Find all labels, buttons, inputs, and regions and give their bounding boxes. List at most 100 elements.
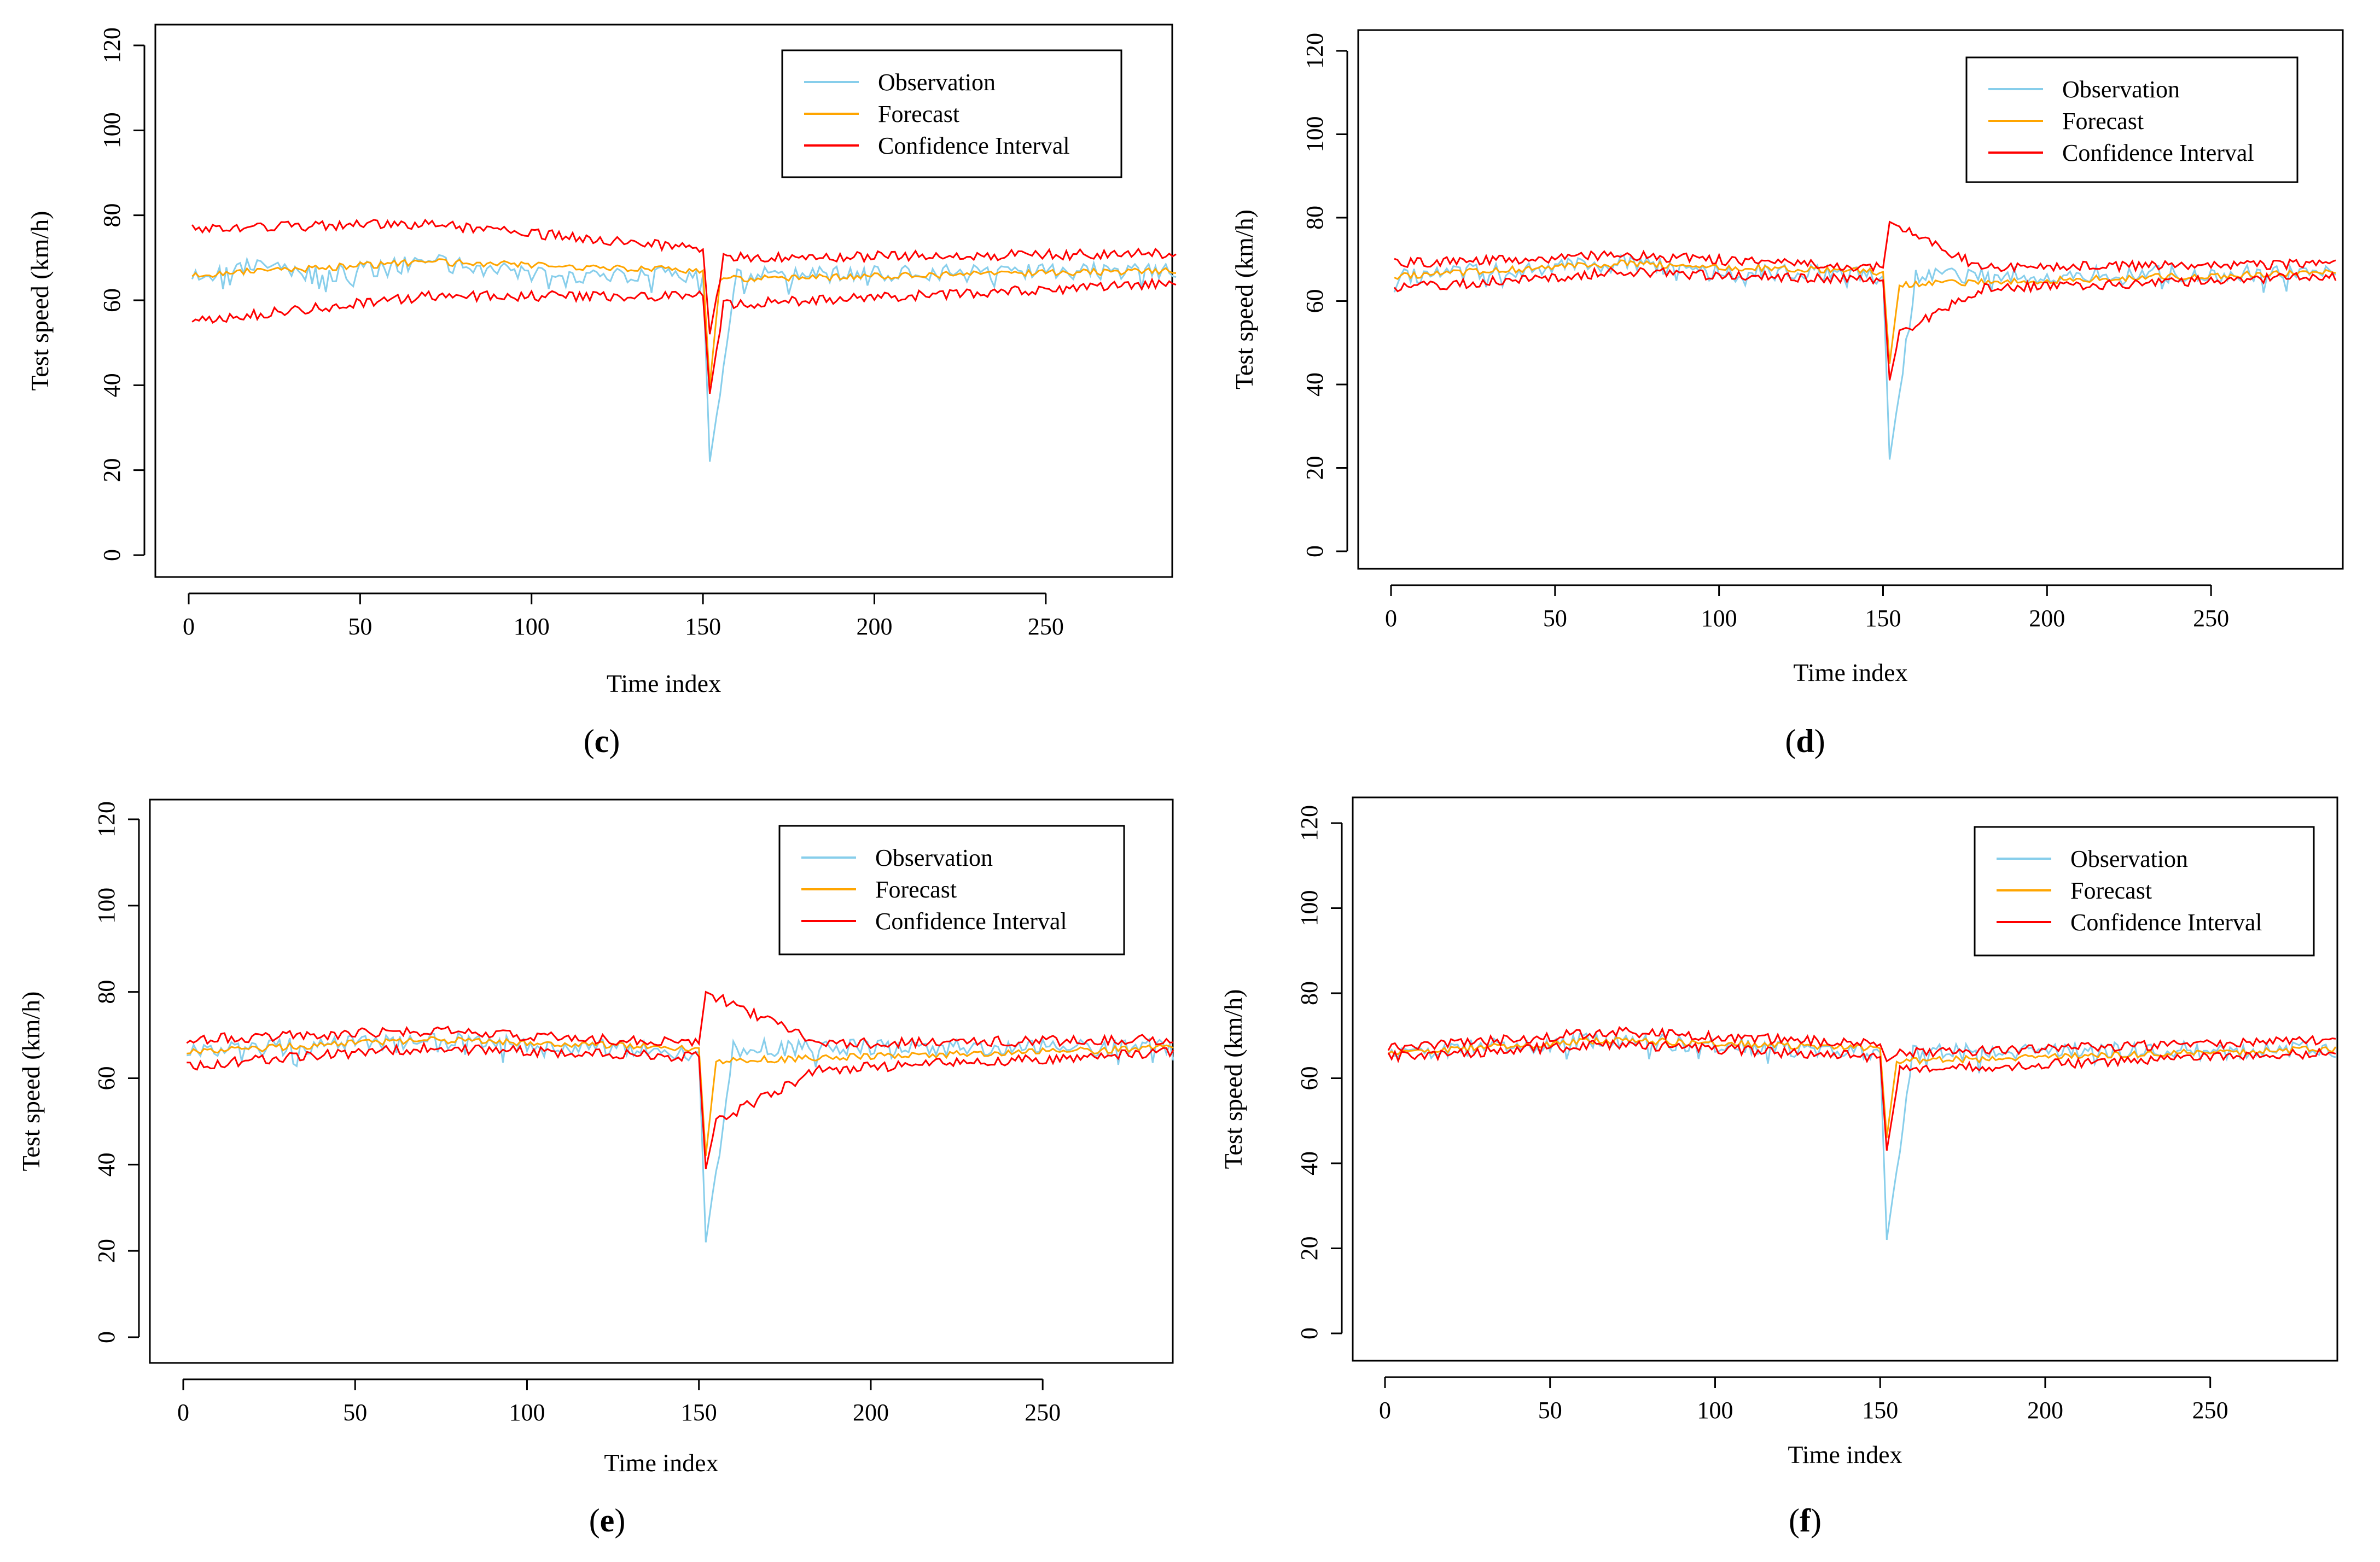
panel-c: 0 20 40 60 80 100 120 0 50 100 150 200 250 Time index… [26,24,1177,759]
y-tick-label: 40 [98,373,125,397]
x-tick-label: 100 [509,1399,545,1426]
legend-label: Observation [2070,846,2188,872]
panel-f: 0 20 40 60 80 100 120 0 50 100 150 200 250 Time index… [1219,796,2338,1538]
x-axis-title: Time index [604,1449,718,1477]
x-tick-label: 150 [681,1399,717,1426]
legend-label: Observation [875,844,993,871]
y-axis-title: Test speed (km/h) [17,992,45,1172]
x-tick-label: 100 [1701,605,1737,632]
y-tick-label: 20 [1296,1237,1323,1261]
y-tick-label: 20 [98,458,125,482]
y-tick-label: 80 [93,980,120,1004]
x-axis-title: Time index [1793,658,1907,686]
legend-label: Forecast [2070,877,2152,904]
x-tick-label: 200 [2027,1397,2063,1424]
y-axis-title: Test speed (km/h) [26,211,54,391]
panel-e: 0 20 40 60 80 100 120 0 50 100 150 200 250 Time index… [17,799,1174,1538]
x-tick-label: 0 [177,1399,189,1426]
x-tick-label: 250 [1025,1399,1061,1426]
panel-label-open: ( [1789,1502,1800,1538]
x-tick-label: 150 [685,613,721,640]
y-tick-label: 60 [93,1066,120,1091]
y-tick-label: 80 [98,203,125,228]
panel-label-open: ( [589,1502,600,1538]
plot-frame [1357,29,2344,570]
plot-frame [154,24,1173,578]
legend-label: Confidence Interval [878,132,1070,159]
y-tick-label: 100 [93,888,120,924]
series-line-confidence-upper [1387,1025,2336,1063]
panel-label-open: ( [584,723,595,759]
plot-frame [1352,796,2338,1362]
x-axis-title: Time index [607,669,721,697]
x-tick-label: 50 [1543,605,1567,632]
x-tick-label: 50 [343,1399,367,1426]
x-tick-label: 150 [1862,1397,1898,1424]
x-tick-label: 50 [348,613,372,640]
y-tick-label: 20 [1301,456,1328,480]
panel-label: (f) [1789,1502,1822,1538]
y-tick-label: 0 [1296,1327,1323,1339]
x-axis-title: Time index [1788,1441,1902,1468]
panel-label-close: ) [1811,1502,1822,1538]
panel-label-letter: d [1796,723,1814,759]
panel-d: 0 20 40 60 80 100 120 0 50 100 150 200 250 Time index… [1230,29,2344,759]
y-tick-label: 0 [98,549,125,561]
series-line-observation [191,254,1177,462]
x-tick-label: 250 [2192,1397,2228,1424]
legend-label: Confidence Interval [875,908,1067,935]
y-tick-label: 40 [93,1152,120,1176]
series-line-forecast [1388,1036,2337,1138]
series-line-confidence-upper [186,990,1174,1050]
legend-label: Confidence Interval [2070,909,2262,936]
series-line-observation [1393,254,2336,460]
x-tick-label: 100 [514,613,550,640]
series-line-forecast [1394,259,2336,364]
panel-label-letter: c [595,723,609,759]
panel-label-close: ) [614,1502,625,1538]
y-tick-label: 120 [93,801,120,837]
series-line-observation [1387,1031,2336,1240]
y-tick-label: 0 [1301,545,1328,557]
panel-label-letter: f [1800,1502,1811,1538]
y-tick-label: 120 [1296,805,1323,841]
x-tick-label: 0 [1379,1397,1391,1424]
series-line-confidence-lower [187,1041,1174,1169]
y-tick-label: 60 [1296,1066,1323,1091]
y-tick-label: 100 [1301,116,1328,153]
x-tick-label: 0 [183,613,195,640]
x-tick-label: 0 [1385,605,1397,632]
x-tick-label: 200 [2029,605,2065,632]
y-tick-label: 60 [1301,289,1328,313]
series-line-confidence-upper [191,218,1177,335]
y-tick-label: 100 [98,112,125,148]
y-tick-label: 80 [1296,981,1323,1005]
series-line-confidence-lower [191,277,1177,394]
x-tick-label: 200 [853,1399,889,1426]
legend: Observation Forecast Confidence Interval [1965,56,2298,183]
legend-label: Forecast [875,876,957,903]
y-tick-label: 40 [1296,1151,1323,1175]
legend-label: Forecast [878,101,959,127]
y-axis-title: Test speed (km/h) [1230,209,1258,389]
x-tick-label: 100 [1697,1397,1733,1424]
y-tick-label: 120 [1301,33,1328,69]
legend: Observation Forecast Confidence Interval [1974,826,2315,957]
y-tick-label: 120 [98,27,125,63]
legend: Observation Forecast Confidence Interval [778,825,1125,955]
panel-label-close: ) [1814,723,1825,759]
legend-label: Observation [2062,76,2180,103]
x-tick-label: 50 [1538,1397,1562,1424]
y-tick-label: 60 [98,288,125,312]
series-line-forecast [191,258,1177,386]
legend-label: Forecast [2062,108,2144,135]
x-tick-label: 150 [1865,605,1901,632]
series-line-confidence-lower [1393,266,2337,381]
y-tick-label: 80 [1301,206,1328,230]
x-tick-label: 200 [856,613,892,640]
y-tick-label: 20 [93,1239,120,1263]
y-tick-label: 0 [93,1331,120,1343]
series-line-confidence-upper [1394,220,2336,273]
series-line-observation [187,1031,1174,1243]
